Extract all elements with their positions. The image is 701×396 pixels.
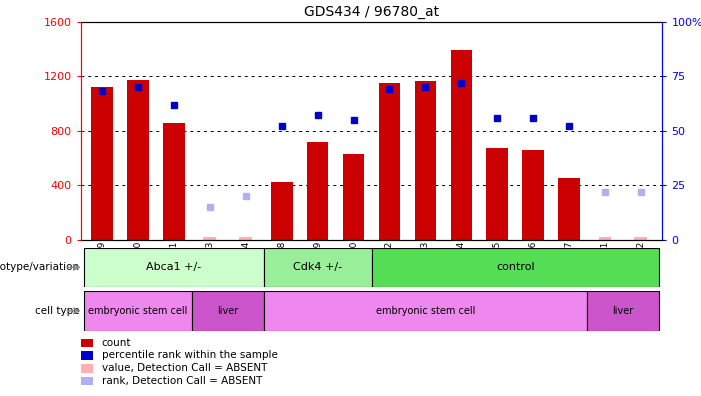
Bar	[192, 291, 264, 331]
Bar	[486, 148, 508, 240]
Text: Cdk4 +/-: Cdk4 +/-	[293, 262, 342, 272]
Bar	[599, 236, 611, 240]
Text: liver: liver	[217, 306, 238, 316]
Bar	[264, 248, 372, 287]
Bar	[379, 83, 400, 240]
Bar	[84, 248, 264, 287]
Bar	[372, 248, 659, 287]
Bar	[587, 291, 659, 331]
Bar	[91, 87, 113, 240]
Bar	[343, 154, 365, 240]
Bar	[163, 122, 185, 240]
Text: embryonic stem cell: embryonic stem cell	[88, 306, 188, 316]
Bar	[451, 50, 472, 240]
Title: GDS434 / 96780_at: GDS434 / 96780_at	[304, 6, 439, 19]
Bar	[307, 141, 329, 240]
Bar	[128, 80, 149, 240]
Text: control: control	[496, 262, 534, 272]
Text: percentile rank within the sample: percentile rank within the sample	[102, 350, 278, 360]
Text: genotype/variation: genotype/variation	[0, 262, 80, 272]
Text: embryonic stem cell: embryonic stem cell	[376, 306, 475, 316]
Text: value, Detection Call = ABSENT: value, Detection Call = ABSENT	[102, 363, 267, 373]
Bar	[84, 291, 192, 331]
Text: rank, Detection Call = ABSENT: rank, Detection Call = ABSENT	[102, 375, 262, 386]
Bar	[414, 81, 436, 240]
Bar	[522, 150, 544, 240]
Bar	[271, 183, 292, 240]
Text: liver: liver	[612, 306, 634, 316]
Text: cell type: cell type	[35, 306, 80, 316]
Bar	[203, 236, 217, 240]
Text: count: count	[102, 337, 131, 348]
Bar	[264, 291, 587, 331]
Bar	[239, 237, 252, 240]
Text: Abca1 +/-: Abca1 +/-	[147, 262, 202, 272]
Bar	[634, 236, 647, 240]
Bar	[558, 178, 580, 240]
